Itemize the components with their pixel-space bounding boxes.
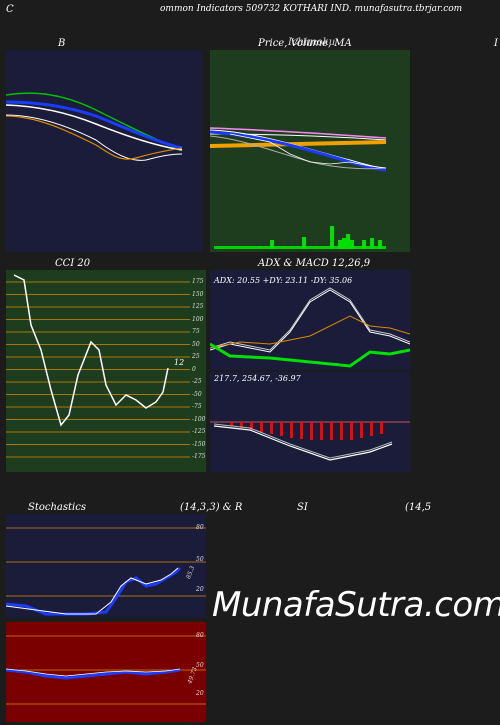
cci-tick-label: 175	[192, 278, 204, 285]
cci-tick-label: -50	[192, 390, 202, 398]
stoch-panel-params: (14,3,3) & R	[180, 502, 243, 513]
cci-tick-label: -150	[192, 440, 206, 448]
cci-tick-label: -25	[192, 378, 202, 385]
b-chart	[6, 92, 183, 161]
cci-tick-label: -100	[192, 415, 206, 423]
cci-panel: 12 175 150 125 100 75 50 25 0 -25 -50 -75 -100 -125 -…	[6, 270, 206, 472]
stoch-tick-80: 80	[196, 524, 204, 531]
cci-tick-label: 125	[192, 303, 204, 310]
adx-readout: ADX: 20.55 +DY: 23.11 -DY: 35.06	[214, 276, 353, 285]
cci-tick-label: 75	[192, 328, 200, 335]
cci-tick-label: 150	[192, 290, 204, 298]
stoch-panel-title: Stochastics	[28, 502, 86, 513]
rsi-tick-50: 50	[196, 662, 204, 669]
macd-chart	[210, 421, 410, 461]
b-panel	[6, 50, 202, 252]
cci-panel-title: CCI 20	[55, 258, 91, 269]
rsi-panel-params: (14,5	[405, 502, 432, 513]
adx-panel: ADX: 20.55 +DY: 23.11 -DY: 35.06	[210, 270, 410, 370]
stoch-chart	[6, 527, 206, 616]
price-chart	[210, 127, 387, 249]
macd-panel: 217.7, 254.67, -36.97	[210, 372, 410, 472]
page-title: ommon Indicators 509732 KOTHARI IND. mun…	[160, 4, 463, 14]
header-left-letter: C	[6, 4, 14, 15]
rsi-chart	[6, 635, 206, 705]
price-panel	[210, 50, 410, 252]
rsi-panel-title: SI	[297, 502, 308, 513]
cci-value: 12	[174, 358, 185, 367]
stoch-tick-50: 50	[196, 556, 204, 563]
price-panel-title: Price, Volume, MA	[258, 38, 352, 49]
adx-panel-title: ADX & MACD 12,26,9	[258, 258, 371, 269]
price-panel-overlay: Ichimoku	[288, 37, 336, 48]
right-edge-title: I	[494, 38, 498, 49]
cci-tick-label: 25	[192, 353, 200, 360]
cci-tick-label: 0	[192, 365, 196, 373]
rsi-panel: 80 50 20 49.73	[6, 622, 206, 722]
b-panel-title: B	[58, 38, 66, 49]
adx-chart	[210, 287, 410, 368]
cci-tick-label: 50	[192, 340, 200, 348]
cci-tick-label: -175	[192, 453, 206, 460]
cci-chart	[6, 274, 190, 458]
stoch-tick-20: 20	[196, 586, 204, 593]
stoch-panel: 80 50 20 85.3	[6, 514, 206, 618]
cci-tick-label: 100	[192, 315, 204, 323]
rsi-tick-80: 80	[196, 632, 204, 639]
rsi-tick-20: 20	[196, 690, 204, 697]
macd-readout: 217.7, 254.67, -36.97	[214, 374, 301, 383]
cci-tick-label: -75	[192, 403, 202, 410]
watermark: MunafaSutra.com	[212, 585, 500, 625]
cci-tick-label: -125	[192, 428, 206, 435]
